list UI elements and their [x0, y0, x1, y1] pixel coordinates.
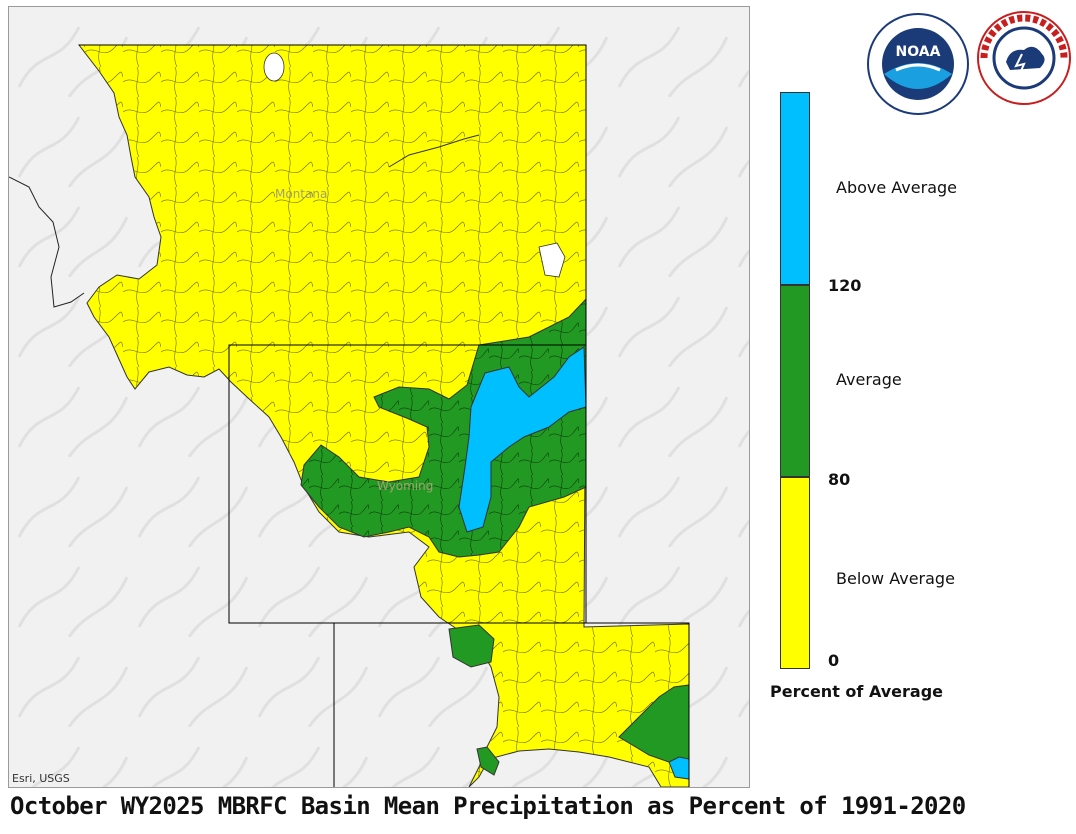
map-attribution: Esri, USGS — [12, 772, 70, 785]
legend: Above Average Average Below Average 120 … — [770, 90, 1070, 710]
legend-break-0: 0 — [828, 651, 840, 670]
legend-label-below: Below Average — [836, 569, 955, 588]
legend-swatch-average — [780, 285, 810, 477]
region-average-southwest — [476, 746, 500, 776]
map-panel[interactable]: Montana Wyoming Esri, USGS — [8, 6, 750, 788]
region-average-south — [448, 624, 495, 668]
noaa-logo-text: NOAA — [896, 44, 941, 60]
nws-logo — [976, 10, 1072, 110]
state-label-montana: Montana — [275, 187, 328, 201]
legend-label-above: Above Average — [836, 178, 957, 197]
region-above-average — [458, 346, 587, 533]
legend-swatch-below — [780, 477, 810, 669]
legend-break-120: 120 — [828, 276, 862, 295]
legend-label-average: Average — [836, 370, 902, 389]
river-line — [388, 134, 480, 168]
idaho-border — [9, 176, 85, 308]
map-title: October WY2025 MBRFC Basin Mean Precipit… — [10, 792, 966, 820]
basin-boundaries-average — [301, 299, 586, 557]
basin-map — [9, 7, 749, 787]
state-label-wyoming: Wyoming — [377, 479, 434, 493]
lake-east — [538, 242, 566, 278]
legend-break-80: 80 — [828, 470, 851, 489]
lake-north — [263, 52, 285, 82]
colorado-outline — [333, 622, 690, 787]
legend-title: Percent of Average — [770, 682, 944, 701]
legend-swatch-above — [780, 92, 810, 285]
noaa-logo: NOAA — [866, 12, 970, 120]
basin-boundaries-below — [79, 45, 689, 787]
montana-outline — [79, 44, 587, 345]
